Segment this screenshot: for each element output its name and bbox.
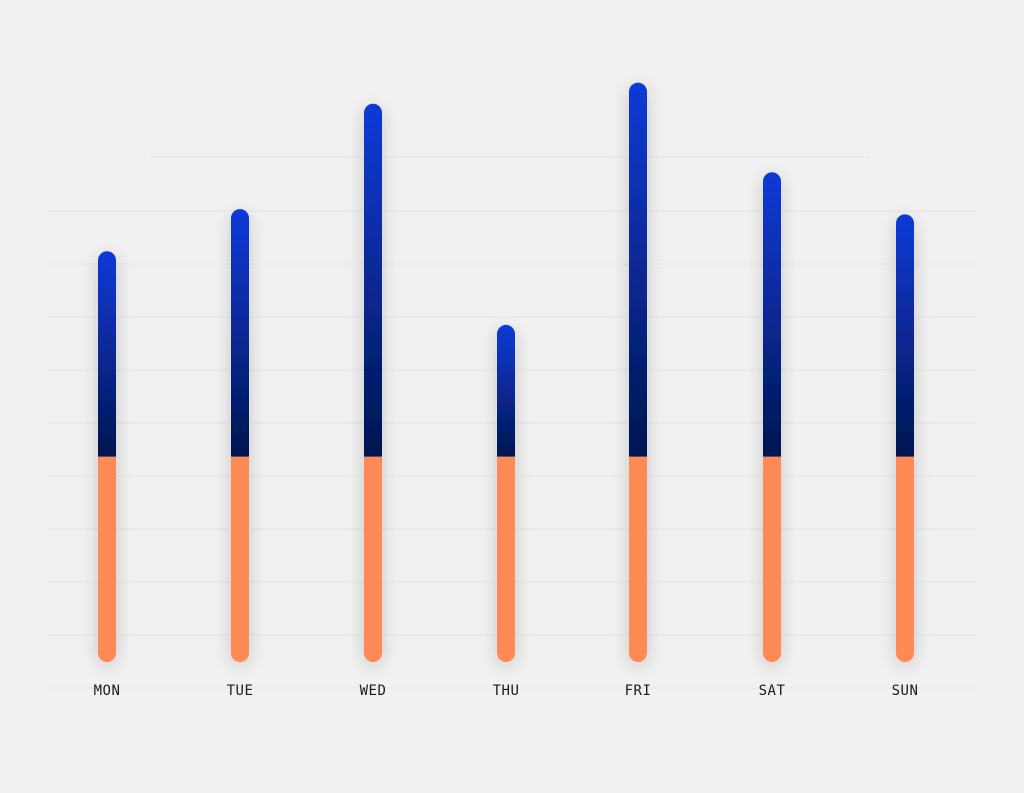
bar-thu <box>497 324 515 662</box>
bar-segment-top <box>98 251 116 457</box>
bar-mon <box>98 251 116 662</box>
bar-segment-top <box>896 214 914 457</box>
bar-segment-base <box>98 456 116 662</box>
bar-sat <box>763 172 781 662</box>
bar-segment-top <box>763 172 781 457</box>
bar-segment-base <box>629 456 647 662</box>
x-tick-label: FRI <box>625 683 652 699</box>
x-tick-label: THU <box>493 683 520 699</box>
bar-sun <box>896 214 914 662</box>
bar-segment-top <box>497 324 515 457</box>
bar-segment-base <box>896 456 914 662</box>
x-tick-label: SAT <box>759 683 786 699</box>
bar-segment-base <box>231 456 249 662</box>
bar-segment-base <box>763 456 781 662</box>
x-tick-label: TUE <box>227 683 254 699</box>
bar-segment-top <box>231 209 249 457</box>
x-tick-label: WED <box>360 683 387 699</box>
bars <box>98 82 914 662</box>
x-axis-labels: MON TUE WED THU FRI SAT SUN <box>94 683 919 699</box>
bar-segment-top <box>629 82 647 457</box>
x-tick-label: SUN <box>892 683 919 699</box>
bar-segment-base <box>364 456 382 662</box>
bar-segment-base <box>497 456 515 662</box>
bar-fri <box>629 82 647 662</box>
bar-wed <box>364 103 382 662</box>
bar-tue <box>231 209 249 662</box>
bar-segment-top <box>364 103 382 457</box>
x-tick-label: MON <box>94 683 121 699</box>
